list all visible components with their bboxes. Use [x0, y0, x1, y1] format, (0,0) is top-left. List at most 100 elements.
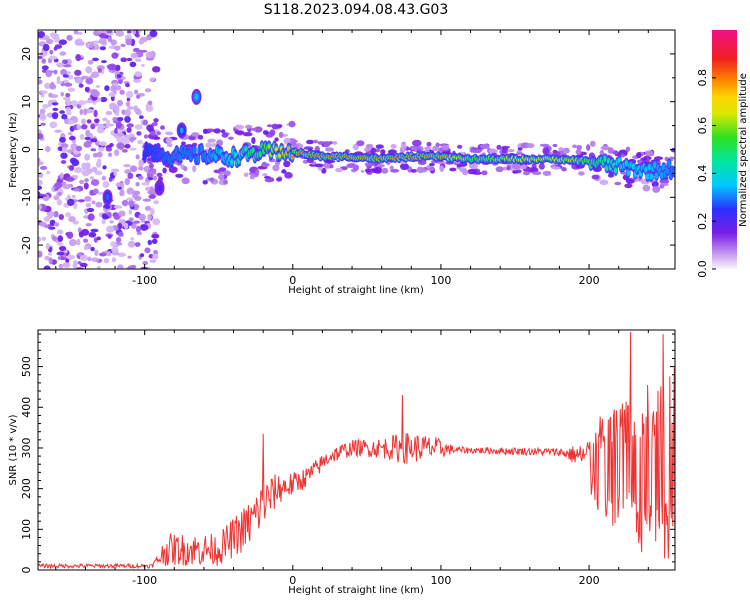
- y-tick-label: 10: [20, 95, 33, 109]
- heatmap-cell: [117, 99, 123, 107]
- heatmap-cell: [254, 126, 263, 133]
- heatmap-cell: [139, 115, 144, 119]
- heatmap-cell: [278, 154, 282, 158]
- heatmap-cell: [151, 233, 160, 239]
- heatmap-cell: [38, 194, 47, 198]
- heatmap-cell: [109, 220, 114, 224]
- heatmap-cell: [150, 186, 154, 194]
- heatmap-cell: [125, 90, 134, 99]
- heatmap-cell: [58, 263, 64, 269]
- heatmap-cell: [211, 142, 217, 147]
- snr-x-axis-label: Height of straight line (km): [288, 585, 424, 596]
- heatmap-cell: [654, 172, 659, 179]
- heatmap-cell: [134, 195, 142, 201]
- heatmap-cell: [96, 127, 105, 134]
- heatmap-cell: [496, 144, 502, 150]
- snr-y-ticks: 0 100 200 300 400 500: [20, 333, 675, 574]
- heatmap-cell: [390, 168, 400, 173]
- heatmap-cell: [115, 30, 125, 37]
- heatmap-cell: [151, 238, 158, 244]
- heatmap-cell: [46, 38, 54, 45]
- heatmap-cell: [60, 91, 65, 97]
- heatmap-cell: [223, 170, 231, 176]
- heatmap-cell: [48, 92, 53, 98]
- heatmap-cell: [81, 169, 91, 177]
- heatmap-cell: [133, 105, 138, 113]
- heatmap-cell: [164, 131, 174, 136]
- heatmap-cell: [74, 69, 82, 76]
- heatmap-cell: [481, 170, 488, 176]
- heatmap-cell: [78, 83, 84, 88]
- heatmap-cell: [44, 82, 51, 89]
- heatmap-cell: [91, 166, 98, 172]
- heatmap-cell: [108, 63, 117, 71]
- y-tick-label: 20: [20, 47, 33, 61]
- heatmap-cell: [121, 76, 126, 81]
- heatmap-cell: [166, 142, 173, 148]
- heatmap-cell: [103, 258, 110, 264]
- heatmap-cell: [60, 143, 69, 149]
- heatmap-cell: [115, 182, 125, 188]
- heatmap-cell: [85, 223, 92, 227]
- heatmap-cell: [112, 117, 120, 122]
- heatmap-cell: [120, 57, 127, 63]
- heatmap-cell: [141, 64, 145, 67]
- heatmap-cell: [117, 231, 124, 237]
- heatmap-cell: [84, 86, 90, 93]
- heatmap-cell: [365, 168, 371, 173]
- heatmap-cell: [469, 148, 478, 153]
- heatmap-cell: [183, 166, 188, 172]
- heatmap-cell: [64, 82, 73, 87]
- heatmap-cell: [85, 108, 94, 114]
- heatmap-cell: [62, 74, 69, 78]
- heatmap-cell: [100, 146, 104, 151]
- heatmap-cell: [644, 150, 654, 157]
- heatmap-cell: [66, 149, 73, 154]
- heatmap-cell: [45, 242, 50, 250]
- heatmap-cell: [380, 149, 386, 155]
- heatmap-cell: [85, 129, 91, 137]
- heatmap-cell: [209, 177, 215, 183]
- heatmap-cell: [54, 182, 63, 189]
- heatmap-cell: [110, 85, 118, 90]
- x-tick-label: 200: [579, 574, 600, 587]
- x-tick-label: 200: [579, 274, 600, 287]
- heatmap-cell: [72, 188, 80, 192]
- heatmap-cell: [85, 203, 92, 208]
- heatmap-cell: [123, 164, 131, 168]
- heatmap-cell: [66, 231, 74, 239]
- heatmap-cell: [94, 249, 99, 257]
- heatmap-cell: [218, 173, 225, 181]
- heatmap-cell: [426, 141, 432, 147]
- snr-x-ticks: -100 0 100 200: [55, 330, 649, 587]
- heatmap-cell: [138, 166, 144, 171]
- heatmap-cell: [76, 252, 83, 256]
- heatmap-cell: [272, 164, 280, 172]
- heatmap-cell: [136, 131, 142, 136]
- heatmap-cell: [126, 123, 134, 128]
- heatmap-cell: [38, 133, 44, 140]
- y-tick-label: 0: [20, 567, 33, 574]
- heatmap-cell: [67, 87, 76, 92]
- heatmap-cell: [197, 134, 204, 140]
- heatmap-cell: [162, 167, 167, 174]
- heatmap-cell: [532, 171, 542, 176]
- heatmap-cell: [64, 99, 72, 107]
- heatmap-cell: [71, 194, 76, 199]
- heatmap-cell: [126, 127, 132, 133]
- heatmap-cell: [110, 241, 117, 248]
- heatmap-cell: [255, 169, 260, 176]
- heatmap-cell: [156, 131, 161, 136]
- heatmap-cell: [660, 172, 664, 178]
- heatmap-cell: [104, 85, 110, 92]
- heatmap-cell: [38, 31, 46, 39]
- heatmap-cell: [412, 139, 422, 147]
- heatmap-cell: [56, 80, 63, 85]
- heatmap-cell: [40, 50, 48, 57]
- heatmap-cell: [589, 140, 596, 147]
- heatmap-cell: [276, 177, 283, 182]
- heatmap-cell: [520, 164, 527, 170]
- heatmap-cell: [79, 179, 85, 185]
- heatmap-cell: [284, 172, 293, 179]
